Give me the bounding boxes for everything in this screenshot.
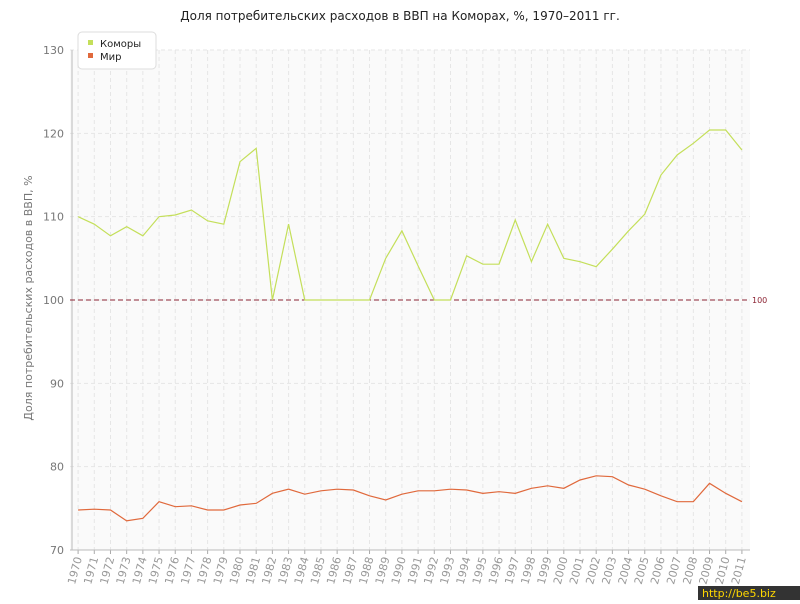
legend: Коморы Мир — [77, 31, 157, 70]
legend-label: Мир — [100, 52, 121, 63]
watermark: http://be5.biz — [702, 587, 776, 600]
watermark-bg — [698, 586, 800, 600]
y-tick-label: 80 — [50, 461, 64, 474]
y-tick-label: 70 — [50, 544, 64, 557]
legend-swatch — [88, 40, 93, 45]
chart-title: Доля потребительских расходов в ВВП на К… — [180, 9, 620, 23]
y-axis-label: Доля потребительских расходов в ВВП, % — [22, 175, 35, 420]
series-line — [78, 475, 743, 522]
reference-label: 100 — [752, 296, 767, 305]
y-tick-label: 120 — [43, 127, 64, 140]
y-tick-label: 110 — [43, 211, 64, 224]
y-tick-label: 130 — [43, 44, 64, 57]
legend-swatch — [88, 53, 93, 58]
y-tick-label: 100 — [43, 294, 64, 307]
y-tick-label: 90 — [50, 377, 64, 390]
legend-label: Коморы — [100, 39, 141, 50]
legend-box — [77, 31, 157, 70]
series-line — [77, 129, 743, 301]
